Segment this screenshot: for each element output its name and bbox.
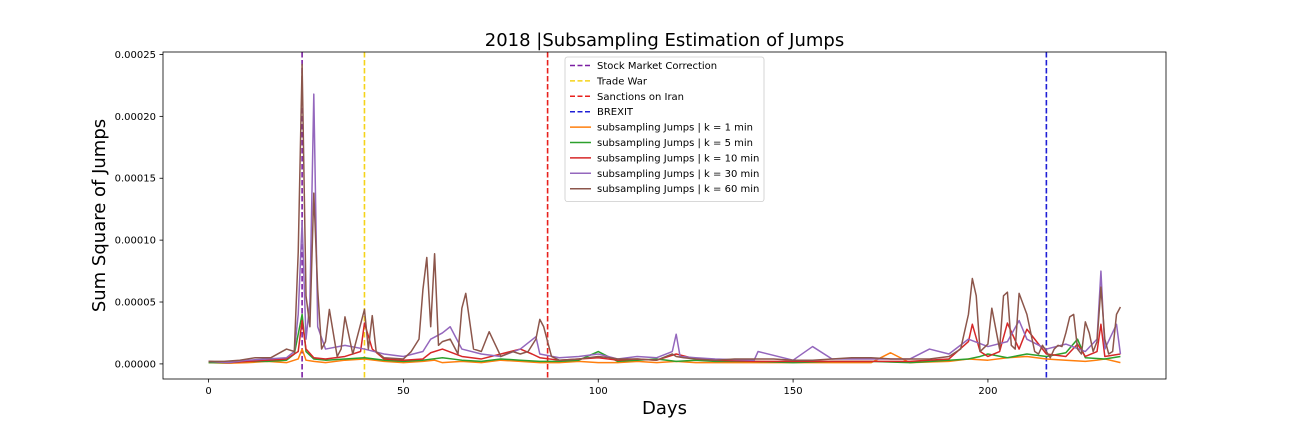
y-axis-title: Sum Square of Jumps [89,119,110,312]
chart-title: 2018 |Subsampling Estimation of Jumps [485,30,844,51]
legend-box [564,56,765,203]
legend: Stock Market Correction Trade War Sanction… [564,56,765,203]
legend-label-4: subsampling Jumps | k = 1 min [597,123,753,134]
x-tick-label-0: 0 [205,386,211,397]
y-tick-label-0: 0.00000 [115,359,156,370]
legend-label-6: subsampling Jumps | k = 10 min [597,153,759,164]
series-line-2 [208,319,1121,364]
x-tick-label-2: 100 [589,386,608,397]
x-tick-label-3: 150 [784,386,803,397]
y-tick-label-4: 0.00020 [115,112,156,123]
plot-area [208,52,1122,379]
legend-label-0: Stock Market Correction [597,61,717,72]
legend-label-8: subsampling Jumps | k = 60 min [597,184,759,195]
series-line-4 [208,63,1122,363]
x-axis-title: Days [642,398,687,419]
x-tick-label-4: 200 [978,386,997,397]
series-line-0 [208,348,1121,365]
legend-label-3: BREXIT [597,107,634,118]
x-tick-label-1: 50 [397,386,410,397]
legend-label-1: Trade War [596,76,648,87]
legend-label-7: subsampling Jumps | k = 30 min [597,169,759,180]
axes: 0 50 100 150 200 0.00000 0.00005 0.00010 0.00015… [115,50,1167,397]
y-tick-label-1: 0.00005 [115,298,156,309]
legend-label-5: subsampling Jumps | k = 5 min [597,138,753,149]
y-tick-label-3: 0.00015 [115,174,156,185]
plot-inner [208,52,1122,379]
series-line-3 [208,93,1122,364]
y-tick-label-2: 0.00010 [115,236,156,247]
y-tick-label-5: 0.00025 [115,50,156,61]
plot-frame [162,51,1167,380]
series-line-1 [208,313,1121,364]
legend-label-2: Sanctions on Iran [597,92,684,103]
